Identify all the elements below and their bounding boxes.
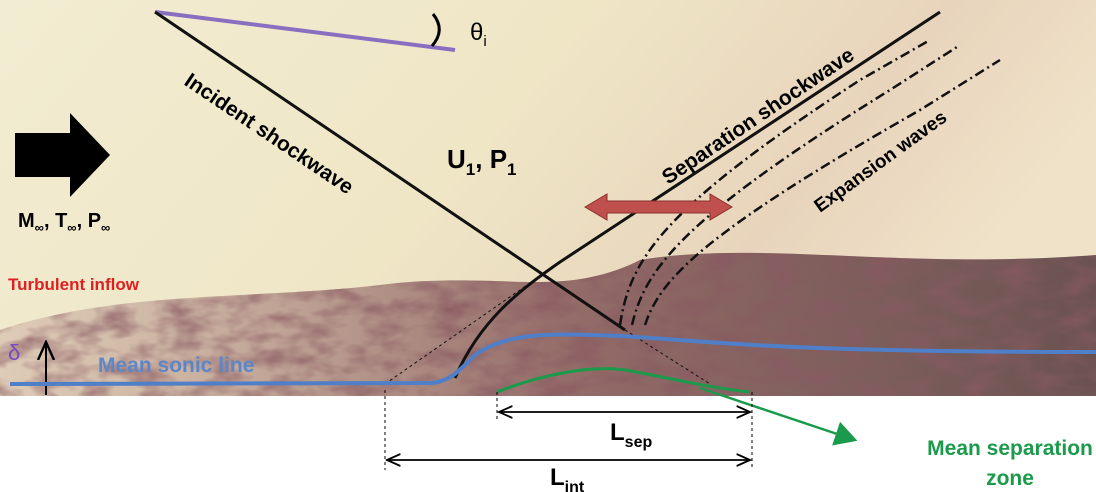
l-int-label: Lint (550, 464, 585, 492)
l-sep-label: Lsep (610, 419, 652, 451)
delta-label: δ (8, 340, 20, 365)
sonic-line-label: Mean sonic line (98, 354, 254, 377)
diagram: θi Incident shockwave Separation shockwa… (0, 0, 1096, 492)
upstream-state-label: U1, P1 (447, 144, 517, 179)
freestream-label: M∞, T∞, P∞ (18, 210, 110, 235)
turbulent-inflow-label: Turbulent inflow (8, 275, 140, 294)
